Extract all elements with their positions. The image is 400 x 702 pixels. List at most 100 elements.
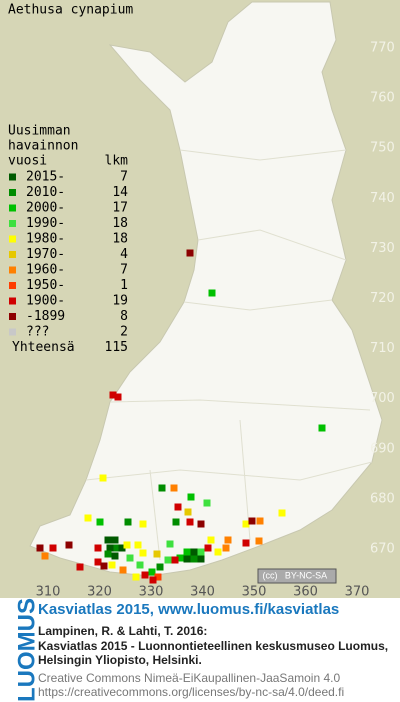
footer-background [0,598,400,702]
observation [204,544,212,552]
observation [183,548,191,556]
legend-count: 14 [112,185,128,200]
y-tick-label: 760 [370,91,395,106]
license-text: Creative Commons Nimeä-EiKaupallinen-Jaa… [38,671,340,685]
legend-count: 19 [112,294,128,309]
badge-license: BY-NC-SA [285,570,327,580]
legend-heading: havainnon [8,139,78,154]
observation [208,289,216,297]
observation [36,544,44,552]
total-count: 115 [105,340,128,355]
observation [186,249,194,257]
observation [139,549,147,557]
observation [158,484,166,492]
observation [104,550,112,558]
legend-count: 4 [120,247,128,262]
headline: Kasviatlas 2015, www.luomus.fi/kasviatla… [38,601,339,618]
x-tick-label: 370 [345,585,370,600]
legend-label: 1950- [26,278,65,293]
observation [132,573,140,581]
observation [113,544,121,552]
observation [318,424,326,432]
observation [124,518,132,526]
observation [99,474,107,482]
x-tick-label: 360 [293,585,318,600]
observation [166,540,174,548]
license-badge: (cc) BY-NC-SA [257,568,337,584]
observation [174,503,182,511]
legend-swatch [9,220,16,227]
observation [126,554,134,562]
observation [203,499,211,507]
legend-count: 8 [120,309,128,324]
observation [197,548,205,556]
legend-count-heading: lkm [105,154,129,169]
observation [248,517,256,525]
y-tick-label: 740 [370,191,395,206]
observation [139,520,147,528]
legend-label: 2010- [26,185,65,200]
observation [136,561,144,569]
observation [108,561,116,569]
legend-count: 18 [112,216,128,231]
observation [255,537,263,545]
observation [184,508,192,516]
legend-count: 18 [112,232,128,247]
observation [256,517,264,525]
legend-swatch [9,189,16,196]
legend-label: 1900- [26,294,65,309]
observation [141,571,149,579]
y-tick-label: 750 [370,141,395,156]
observation [222,544,230,552]
observation [41,552,49,560]
citation: Helsingin Yliopisto, Helsinki. [38,653,202,667]
observation [94,544,102,552]
y-tick-label: 730 [370,241,395,256]
legend-label: 1990- [26,216,65,231]
legend-swatch [9,328,16,336]
observation [94,558,102,566]
species-title: Aethusa cynapium [8,3,133,18]
observation [172,518,180,526]
y-tick-label: 690 [370,441,395,456]
citation: Lampinen, R. & Lahti, T. 2016: [38,624,207,638]
observation [170,484,178,492]
legend-count: 17 [112,201,128,216]
y-tick-label: 700 [370,391,395,406]
citation: Kasviatlas 2015 - Luonnontieteellinen ke… [38,639,388,653]
legend-swatch [9,204,16,212]
observation [171,556,179,564]
observation [106,544,114,552]
observation [214,548,222,556]
observation [164,556,172,564]
logo: LUOMUS [13,598,40,702]
total-label: Yhteensä [12,340,75,355]
observation [149,576,157,584]
legend-swatch [9,313,16,320]
legend-count: 2 [120,325,128,340]
observation [114,393,122,401]
observation [109,391,117,399]
legend-swatch [9,173,16,181]
legend-count: 7 [120,263,128,278]
x-tick-label: 330 [139,585,164,600]
y-tick-label: 680 [370,491,395,506]
observation [111,552,119,560]
legend-swatch [9,235,16,243]
observation [242,539,250,547]
region-borders [85,149,373,561]
observation [197,520,205,528]
x-tick-label: 320 [87,585,112,600]
observation [278,509,286,517]
observation [111,536,119,544]
observation [197,555,205,563]
y-tick-label: 720 [370,291,395,306]
observation [119,566,127,574]
legend-count: 1 [120,278,128,293]
observation [100,562,108,570]
observation [96,518,104,526]
observation [76,563,84,571]
observation [153,550,161,558]
observation [187,493,195,501]
